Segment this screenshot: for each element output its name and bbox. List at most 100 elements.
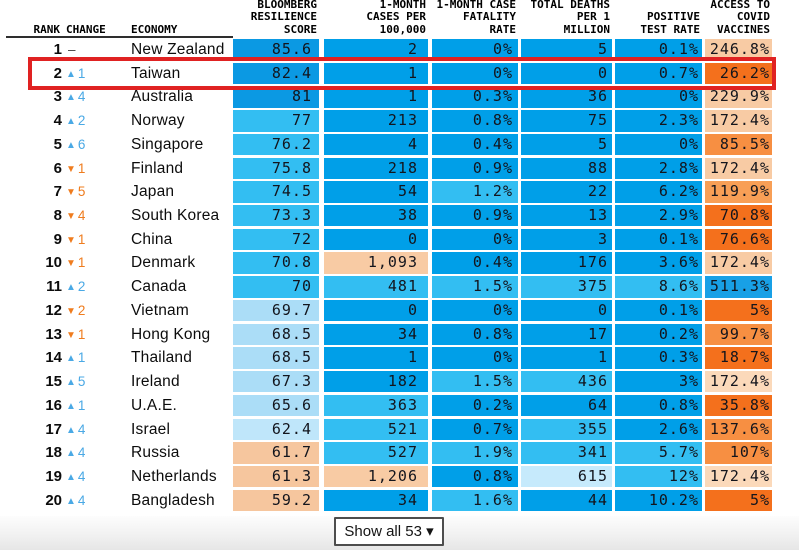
deaths-cell: 36 <box>521 86 612 108</box>
fatality-cell: 0.9% <box>432 157 518 179</box>
deaths-cell: 3 <box>521 228 612 251</box>
fatality-cell: 0% <box>432 228 518 251</box>
header-fatality-line: RATE <box>489 22 517 36</box>
score-cell: 61.7 <box>233 442 319 464</box>
test-rate-cell: 0.1% <box>615 228 702 251</box>
table-row: 14 ▲ 1 Thailand 68.5 1 0% 1 0.3% 18.7% <box>0 347 799 369</box>
test-rate-cell: 12% <box>615 465 702 488</box>
rank-value: 7 <box>53 183 62 201</box>
test-rate-cell: 3.6% <box>615 252 702 274</box>
rank-change: ▲ 1 <box>66 63 126 85</box>
header-test: POSITIVE TEST RATE <box>615 0 702 36</box>
rank-value: 12 <box>45 301 62 319</box>
table-row: 13 ▼ 1 Hong Kong 68.5 34 0.8% 17 0.2% 99.7% <box>0 323 799 346</box>
vaccines-cell: 511.3% <box>705 276 772 298</box>
deaths-cell: 0 <box>521 299 612 322</box>
cases-cell: 54 <box>324 181 428 203</box>
vaccines-cell: 172.4% <box>705 371 772 393</box>
arrow-up-icon: ▲ <box>66 400 76 412</box>
arrow-down-icon: ▼ <box>66 187 76 199</box>
fatality-cell: 1.9% <box>432 442 518 464</box>
show-all-button[interactable]: Show all 53 ▾ <box>334 517 444 546</box>
fatality-cell: 1.6% <box>432 489 518 512</box>
rank-value: 13 <box>45 325 62 343</box>
header-deaths-line: PER 1 <box>576 10 610 23</box>
score-cell: 72 <box>233 228 319 251</box>
rank-change: ▲ 2 <box>66 110 126 132</box>
economy-name: Taiwan <box>131 64 181 82</box>
header-cases: 1-MONTH CASES PER 100,000 <box>324 0 428 36</box>
score-cell: 81 <box>233 86 319 108</box>
table-row: 1– New Zealand 85.6 2 0% 5 0.1% 246.8% <box>0 39 799 61</box>
header-underline <box>6 36 233 38</box>
vaccines-cell: 119.9% <box>705 181 772 203</box>
cases-cell: 213 <box>324 110 428 132</box>
deaths-cell: 1 <box>521 347 612 369</box>
test-rate-cell: 0.1% <box>615 299 702 322</box>
rank-value: 14 <box>45 349 62 367</box>
test-rate-cell: 0.2% <box>615 323 702 346</box>
highlight-frame <box>28 56 776 90</box>
table-row: 19 ▲ 4 Netherlands 61.3 1,206 0.8% 615 12% 172.4% <box>0 465 799 488</box>
table-row: 7 ▼ 5 Japan 74.5 54 1.2% 22 6.2% 119.9% <box>0 181 799 203</box>
rank-value: 19 <box>45 467 62 485</box>
rank-change: ▼ 2 <box>66 300 126 322</box>
vaccines-cell: 229.9% <box>705 86 772 108</box>
fatality-cell: 0.4% <box>432 133 518 156</box>
deaths-cell: 436 <box>521 371 612 393</box>
rank-change: ▼ 1 <box>66 252 126 274</box>
score-cell: 70.8 <box>233 252 319 274</box>
rank-value: 15 <box>45 373 62 391</box>
vaccines-cell: 76.6% <box>705 228 772 251</box>
arrow-up-icon: ▲ <box>66 282 76 294</box>
cases-cell: 1,093 <box>324 252 428 274</box>
header-vaccines-line: VACCINES <box>717 22 770 36</box>
fatality-cell: 0% <box>432 62 518 85</box>
rank-change: ▼ 4 <box>66 205 126 227</box>
rank-value: 10 <box>45 254 62 272</box>
economy-name: Australia <box>131 88 194 106</box>
arrow-up-icon: ▲ <box>66 68 76 80</box>
fatality-cell: 0.3% <box>432 86 518 108</box>
cases-cell: 1,206 <box>324 465 428 488</box>
vaccines-cell: 18.7% <box>705 347 772 369</box>
test-rate-cell: 0.3% <box>615 347 702 369</box>
table-row: 20 ▲ 4 Bangladesh 59.2 34 1.6% 44 10.2% 5% <box>0 489 799 512</box>
test-rate-cell: 2.9% <box>615 205 702 227</box>
header-test-line: POSITIVE <box>647 10 700 23</box>
economy-name: Russia <box>131 444 180 462</box>
fatality-cell: 0% <box>432 347 518 369</box>
cases-cell: 1 <box>324 62 428 85</box>
table-row: 5 ▲ 6 Singapore 76.2 4 0.4% 5 0% 85.5% <box>0 133 799 156</box>
deaths-cell: 88 <box>521 157 612 179</box>
cases-cell: 363 <box>324 394 428 417</box>
arrow-up-icon: ▲ <box>66 424 76 436</box>
change-value: 1 <box>77 350 86 366</box>
economy-name: Israel <box>131 420 171 438</box>
table-row: 2 ▲ 1 Taiwan 82.4 1 0% 0 0.7% 26.2% <box>0 62 799 85</box>
rank-value: 16 <box>45 396 62 414</box>
deaths-cell: 22 <box>521 181 612 203</box>
fatality-cell: 1.5% <box>432 371 518 393</box>
arrow-down-icon: ▼ <box>66 329 76 341</box>
arrow-up-icon: ▲ <box>66 495 76 507</box>
deaths-cell: 341 <box>521 442 612 464</box>
arrow-down-icon: ▼ <box>66 234 76 246</box>
fatality-cell: 0.8% <box>432 323 518 346</box>
rank-value: 4 <box>53 112 62 130</box>
change-value: 2 <box>77 113 86 129</box>
score-cell: 75.8 <box>233 157 319 179</box>
test-rate-cell: 3% <box>615 371 702 393</box>
score-cell: 82.4 <box>233 62 319 85</box>
deaths-cell: 615 <box>521 465 612 488</box>
fatality-cell: 1.2% <box>432 181 518 203</box>
rank-value: 3 <box>53 88 62 106</box>
header-deaths-line: MILLION <box>563 22 610 36</box>
test-rate-cell: 0.8% <box>615 394 702 417</box>
arrow-up-icon: ▲ <box>66 139 76 151</box>
rank-change: ▲ 4 <box>66 86 126 108</box>
economy-name: Finland <box>131 159 184 177</box>
deaths-cell: 17 <box>521 323 612 346</box>
cases-cell: 1 <box>324 86 428 108</box>
change-value: 4 <box>77 208 86 224</box>
